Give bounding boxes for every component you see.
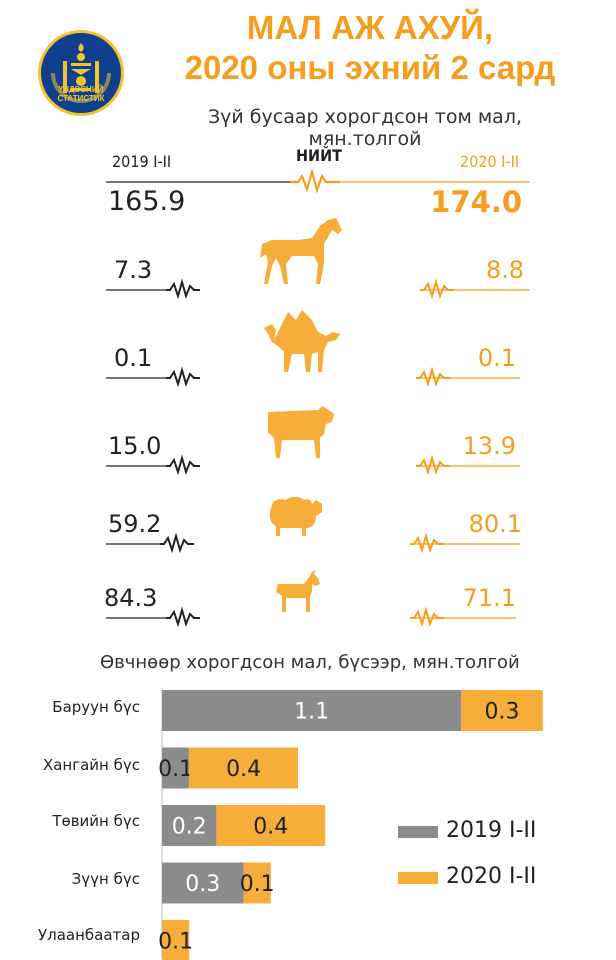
legend-swatch-2020 — [398, 872, 438, 884]
legend-swatch-2019 — [398, 826, 438, 838]
goat-2020-value: 71.1 — [462, 584, 516, 612]
legend-label-2020: 2020 I-II — [446, 864, 537, 889]
camel-2019-value: 0.1 — [114, 344, 153, 372]
bar-2020-3 — [243, 862, 271, 904]
sheep-icon — [269, 497, 322, 536]
region-label-central: Төвийн бүс — [52, 812, 140, 830]
cow-2020-value: 13.9 — [462, 432, 516, 460]
page-title-line1: МАЛ АЖ АХУЙ, — [246, 9, 494, 46]
horse-icon — [260, 218, 342, 284]
section2-title: Өвчнөөр хорогдсон мал, бүсээр, мян.толго… — [100, 652, 520, 673]
bar-2019-0 — [162, 690, 462, 731]
bar-2019-3 — [162, 862, 244, 904]
bar-label-2020-4: 0.1 — [158, 930, 193, 955]
page-title-line2: 2020 оны эхний 2 сард — [184, 49, 556, 86]
horse-2019-value: 7.3 — [114, 256, 153, 284]
goat-icon — [276, 570, 320, 612]
total-2019-value: 165.9 — [108, 186, 186, 217]
goat-2019-value: 84.3 — [104, 584, 158, 612]
logo-text-line1: ҮНДЭСНИЙ — [58, 85, 104, 94]
col-header-2019: 2019 I-II — [112, 152, 172, 171]
horse-2020-value: 8.8 — [485, 256, 524, 284]
row-lines-camel — [106, 366, 520, 388]
bar-label-2019-2: 0.2 — [172, 815, 207, 840]
cow-2019-value: 15.0 — [108, 432, 162, 460]
bar-2020-0 — [461, 690, 543, 731]
camel-icon — [264, 310, 340, 372]
region-label-west: Баруун бүс — [52, 698, 140, 716]
legend-label-2019: 2019 I-II — [446, 818, 537, 843]
sheep-2019-value: 59.2 — [108, 510, 162, 538]
region-label-khangai: Хангайн бүс — [42, 756, 140, 774]
bar-label-2020-3: 0.1 — [240, 872, 275, 897]
bar-label-2020-2: 0.4 — [253, 815, 288, 840]
sheep-2020-value: 80.1 — [468, 510, 522, 538]
region-label-east: Зүүн бүс — [71, 870, 140, 888]
logo-text-line2: СТАТИСТИК — [57, 94, 105, 103]
bar-2020-1 — [189, 747, 298, 789]
bar-label-2020-1: 0.4 — [226, 757, 261, 782]
region-label-ulaanbaatar: Улаанбаатар — [37, 926, 140, 944]
zigzag-total — [290, 167, 340, 194]
soyombo-icon — [51, 43, 111, 103]
col-header-2020: 2020 I-II — [460, 152, 520, 171]
camel-2020-value: 0.1 — [477, 344, 516, 372]
bar-label-2020-0: 0.3 — [485, 700, 520, 725]
col-header-total: НИЙТ — [296, 146, 342, 165]
bar-label-2019-3: 0.3 — [185, 872, 220, 897]
row-lines-sheep — [106, 532, 520, 554]
total-2020-value: 174.0 — [430, 185, 522, 219]
bar-2020-2 — [216, 805, 326, 846]
cow-icon — [268, 406, 334, 458]
bar-label-2019-1: 0.1 — [158, 757, 193, 782]
row-lines-goat — [106, 606, 516, 628]
statistics-logo: ҮНДЭСНИЙ СТАТИСТИК — [38, 30, 124, 116]
bar-2020-4 — [162, 920, 190, 960]
bar-2019-1 — [162, 747, 190, 789]
bar-label-2019-0: 1.1 — [294, 700, 329, 725]
row-lines-cow — [106, 454, 520, 476]
row-lines-horse — [106, 278, 530, 300]
section1-title: Зүй бусаар хорогдсон том мал, мян.толгой — [207, 106, 523, 150]
bar-2019-2 — [162, 805, 217, 846]
